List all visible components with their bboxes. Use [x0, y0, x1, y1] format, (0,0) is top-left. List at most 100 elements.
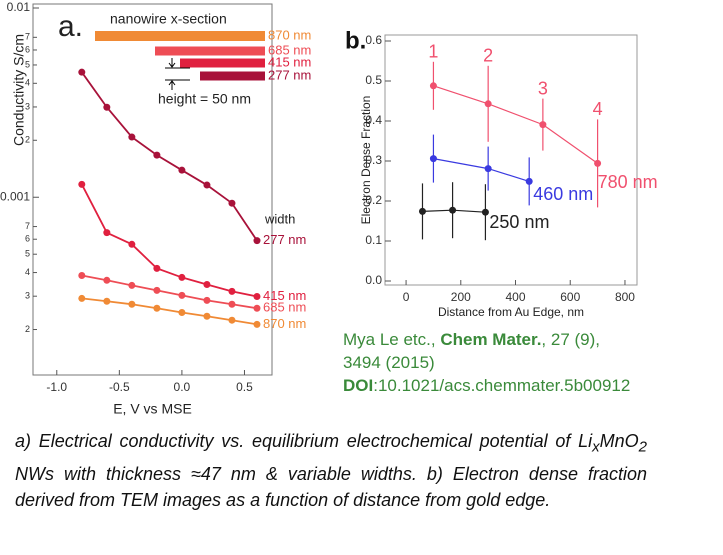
- data-point: [525, 177, 533, 185]
- plot-frame: [32, 3, 273, 376]
- series-label: 250 nm: [489, 212, 549, 232]
- legend-label: 415 nm: [268, 54, 311, 69]
- x-tick-label: -0.5: [109, 380, 130, 394]
- y-axis-label: Electron Dense Fraction: [359, 96, 373, 225]
- citation-doi: :10.1021/acs.chemmater.5b00912: [373, 376, 631, 395]
- point-label: 3: [538, 78, 548, 98]
- data-point: [128, 240, 136, 248]
- caption-sub: 2: [638, 438, 647, 456]
- legend-swatch: [155, 46, 265, 56]
- data-point: [228, 287, 236, 295]
- series-line: [81, 183, 258, 298]
- data-point: [228, 300, 236, 308]
- y-tick-label: 0.001: [0, 189, 30, 203]
- y-tick-label: 2: [25, 135, 30, 145]
- y-tick-label: 4: [25, 267, 30, 277]
- y-tick-label: 4: [25, 78, 30, 88]
- data-point: [78, 271, 86, 279]
- y-tick-label: 2: [25, 324, 30, 334]
- series-end-label: 685 nm: [263, 300, 306, 315]
- series-end-label: 870 nm: [263, 316, 306, 331]
- y-tick-label: 5: [25, 59, 30, 69]
- x-tick-label: 0.0: [174, 380, 191, 394]
- y-tick-label: 0.1: [365, 233, 382, 247]
- caption-text: MnO: [599, 431, 639, 451]
- annotation: width: [264, 211, 295, 226]
- data-point: [594, 159, 602, 167]
- legend-title: nanowire x-section: [110, 11, 227, 27]
- data-point: [228, 199, 236, 207]
- data-point: [418, 207, 426, 215]
- height-indicator: [165, 58, 190, 90]
- caption-text: a) Electrical conductivity vs. equilibri…: [15, 431, 593, 451]
- data-point: [228, 316, 236, 324]
- panel-label: a.: [58, 10, 83, 43]
- x-tick-label: 600: [560, 290, 580, 304]
- x-tick-label: 0: [403, 290, 410, 304]
- data-point: [484, 165, 492, 173]
- caption: a) Electrical conductivity vs. equilibri…: [15, 428, 647, 513]
- series-line: [433, 158, 530, 182]
- x-axis-label: E, V vs MSE: [113, 401, 192, 417]
- series-line: [81, 71, 258, 242]
- data-point: [178, 291, 186, 299]
- data-point: [253, 292, 261, 300]
- y-tick-label: 6: [25, 234, 30, 244]
- legend-label: 685 nm: [268, 42, 311, 57]
- data-point: [539, 121, 547, 129]
- data-point: [484, 100, 492, 108]
- panel-label: b.: [345, 27, 366, 54]
- y-tick-label: 7: [25, 32, 30, 42]
- legend-label: 277 nm: [268, 67, 311, 82]
- citation-journal: Chem Mater.: [440, 330, 542, 349]
- series-end-label: 415 nm: [263, 288, 306, 303]
- data-point: [153, 286, 161, 294]
- data-point: [153, 264, 161, 272]
- data-point: [481, 208, 489, 216]
- y-tick-label: 0.4: [365, 113, 382, 127]
- data-point: [178, 273, 186, 281]
- data-point: [178, 166, 186, 174]
- x-tick-label: 200: [451, 290, 471, 304]
- legend-swatch: [95, 31, 265, 41]
- series-line: [433, 85, 598, 164]
- x-tick-label: 400: [505, 290, 525, 304]
- series-label: 780 nm: [598, 172, 658, 192]
- data-point: [103, 103, 111, 111]
- y-tick-label: 0.3: [365, 153, 382, 167]
- data-point: [78, 294, 86, 302]
- series-label: 460 nm: [533, 184, 593, 204]
- plot-frame: [384, 34, 638, 286]
- data-point: [103, 297, 111, 305]
- data-point: [253, 320, 261, 328]
- data-point: [178, 309, 186, 317]
- citation-details-part: , 27 (9),: [541, 330, 601, 349]
- data-point: [128, 281, 136, 289]
- legend-label: 870 nm: [268, 27, 311, 42]
- data-point: [203, 296, 211, 304]
- series-line: [81, 297, 258, 326]
- data-point: [153, 151, 161, 159]
- data-point: [253, 304, 261, 312]
- data-point: [128, 300, 136, 308]
- point-label: 2: [483, 46, 493, 66]
- point-label: 1: [428, 42, 438, 62]
- data-point: [429, 82, 437, 90]
- x-axis-label: Distance from Au Edge, nm: [438, 305, 584, 319]
- legend-swatch: [200, 71, 265, 81]
- y-tick-label: 5: [25, 249, 30, 259]
- y-axis-label: Conductivity S/cm: [11, 34, 27, 146]
- x-tick-label: -1.0: [46, 380, 67, 394]
- data-point: [153, 304, 161, 312]
- data-point: [429, 155, 437, 163]
- y-tick-label: 7: [25, 221, 30, 231]
- y-tick-label: 0.0: [365, 273, 382, 287]
- data-point: [78, 68, 86, 76]
- data-point: [78, 180, 86, 188]
- y-tick-label: 3: [25, 291, 30, 301]
- caption-text: NWs with thickness ≈47 nm & variable wid…: [15, 463, 647, 510]
- y-tick-label: 6: [25, 44, 30, 54]
- series-end-label: 277 nm: [263, 232, 306, 247]
